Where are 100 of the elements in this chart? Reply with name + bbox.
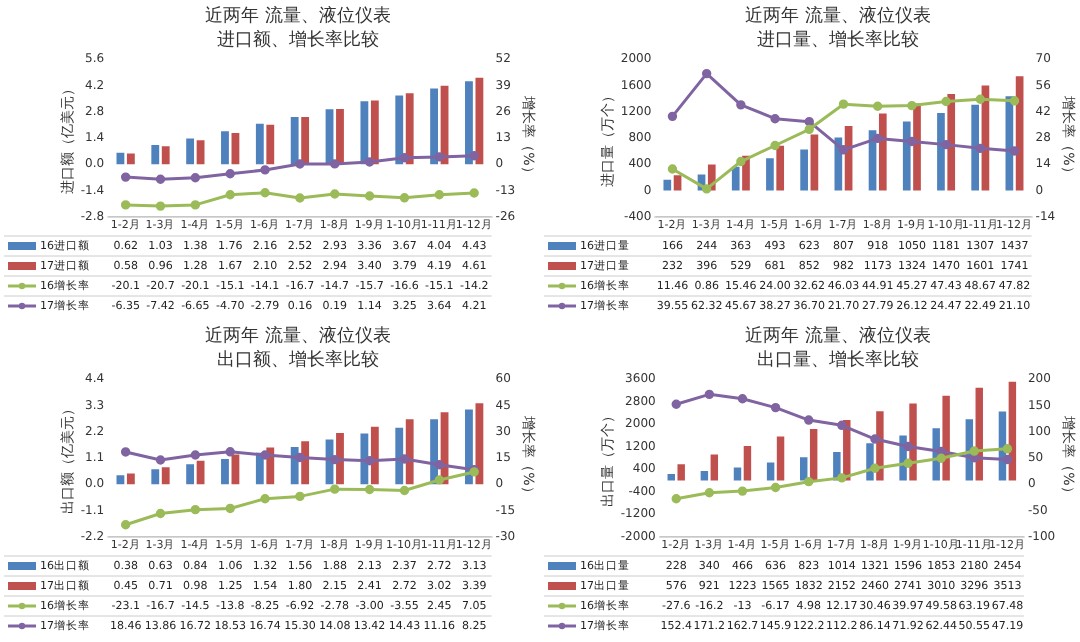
point	[870, 434, 880, 444]
point	[975, 94, 985, 104]
point	[225, 169, 235, 179]
point	[704, 488, 715, 498]
point	[330, 189, 340, 199]
point	[225, 503, 235, 514]
point	[364, 484, 375, 495]
chart-title: 近两年 流量、液位仪表	[745, 325, 931, 348]
bar	[186, 464, 195, 485]
bar	[766, 462, 775, 481]
point	[434, 190, 445, 200]
bar	[255, 123, 264, 165]
chart-subtitle: 进口额、增长率比较	[217, 29, 379, 52]
point	[907, 136, 917, 147]
point	[1002, 454, 1013, 465]
chart-subtitle: 出口量、增长率比较	[757, 349, 919, 372]
point	[155, 174, 166, 184]
point	[736, 156, 746, 167]
bar	[878, 113, 887, 191]
bar	[336, 109, 344, 165]
point	[155, 508, 166, 519]
point	[399, 485, 410, 496]
point	[399, 153, 410, 163]
point	[1002, 444, 1013, 454]
point	[736, 100, 746, 110]
point	[399, 193, 410, 203]
point	[120, 172, 131, 182]
bar	[766, 158, 774, 191]
bar	[360, 433, 369, 485]
point	[434, 475, 445, 485]
point	[701, 68, 712, 79]
point	[837, 473, 847, 483]
bar	[800, 149, 808, 191]
point	[701, 184, 712, 194]
bar	[221, 458, 229, 485]
point	[667, 111, 678, 122]
bar	[731, 166, 740, 191]
chart-subtitle: 出口额、增长率比较	[217, 349, 379, 372]
bar	[834, 137, 843, 191]
bar	[430, 88, 439, 165]
bar	[971, 104, 980, 191]
bar	[221, 131, 229, 165]
point	[190, 450, 201, 460]
bar	[667, 474, 675, 481]
point	[330, 484, 340, 494]
point	[872, 133, 883, 144]
bar	[475, 403, 484, 485]
point	[737, 486, 748, 496]
point	[225, 447, 235, 457]
point	[260, 450, 270, 460]
point	[295, 159, 305, 169]
point	[936, 453, 946, 463]
bar	[370, 426, 379, 485]
bar	[126, 473, 135, 485]
point	[295, 193, 305, 203]
point	[190, 200, 201, 210]
point	[434, 460, 445, 470]
point	[770, 482, 781, 493]
bar	[743, 446, 752, 481]
bar	[336, 432, 344, 485]
point	[260, 188, 270, 198]
bar	[465, 81, 473, 165]
bar	[395, 427, 404, 485]
bar	[161, 467, 170, 485]
point	[260, 165, 270, 175]
bar	[776, 145, 785, 191]
bar	[809, 428, 818, 481]
point	[838, 145, 849, 155]
bar	[663, 179, 672, 191]
bar	[370, 100, 379, 165]
point	[364, 456, 375, 466]
point	[667, 164, 678, 174]
point	[804, 124, 814, 135]
point	[364, 191, 375, 201]
point	[469, 188, 479, 198]
point	[330, 159, 340, 169]
bar	[810, 134, 819, 191]
bar	[151, 144, 160, 165]
point	[120, 200, 131, 210]
point	[671, 494, 681, 504]
bar	[405, 93, 414, 165]
bar	[186, 138, 195, 165]
point	[770, 402, 781, 413]
point	[225, 190, 235, 200]
point	[770, 140, 780, 151]
point	[941, 139, 951, 150]
point	[737, 394, 748, 404]
point	[804, 116, 814, 127]
point	[260, 494, 270, 504]
point	[671, 399, 681, 409]
chart-subtitle: 进口量、增长率比较	[757, 29, 919, 52]
bar	[126, 153, 135, 165]
point	[364, 157, 375, 167]
point	[190, 504, 201, 515]
point	[870, 463, 880, 473]
bar	[937, 112, 945, 191]
bar	[161, 146, 170, 165]
bar	[301, 441, 310, 485]
point	[190, 173, 201, 183]
bar	[395, 95, 404, 165]
